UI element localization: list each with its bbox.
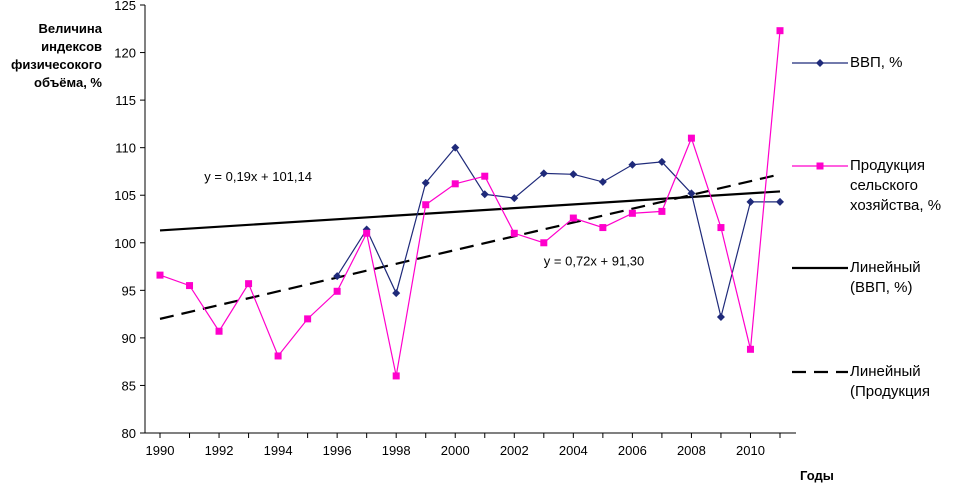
data-point <box>481 172 489 180</box>
data-point <box>628 160 637 169</box>
series-line-1 <box>336 146 780 318</box>
data-point <box>746 197 755 206</box>
data-point <box>156 271 164 279</box>
x-tick-label: 1990 <box>146 443 175 458</box>
data-point <box>658 207 666 215</box>
data-point <box>392 289 401 298</box>
y-axis-title: Величина индексов физичесокого объёма, % <box>2 20 102 92</box>
data-point <box>599 224 607 232</box>
trendline-equation: y = 0,72x + 91,30 <box>544 254 644 269</box>
data-point <box>186 282 194 290</box>
data-point <box>657 157 666 166</box>
data-point <box>687 134 695 142</box>
data-point <box>421 178 430 187</box>
legend-label: (ВВП, %) <box>850 279 912 296</box>
data-point <box>716 312 725 321</box>
x-tick-label: 2002 <box>500 443 529 458</box>
legend-label: хозяйства, % <box>850 197 941 214</box>
x-tick-label: 1994 <box>264 443 293 458</box>
legend-label: Продукция <box>850 157 925 174</box>
y-tick-label: 95 <box>122 283 136 298</box>
trendline-2 <box>159 173 781 320</box>
data-point <box>776 27 784 35</box>
data-point <box>776 197 784 206</box>
data-point <box>717 224 725 232</box>
data-point <box>215 327 223 335</box>
legend-label: Линейный <box>850 363 921 380</box>
y-tick-label: 90 <box>122 331 136 346</box>
legend-marker <box>816 59 824 67</box>
data-point <box>451 143 460 152</box>
data-point <box>392 372 400 380</box>
y-axis-title-line: физичесокого <box>10 57 102 72</box>
data-point <box>510 194 519 203</box>
data-point <box>539 169 548 178</box>
x-tick-label: 2004 <box>559 443 588 458</box>
y-tick-label: 125 <box>114 0 136 13</box>
y-tick-label: 110 <box>115 141 136 156</box>
x-tick-label: 2010 <box>736 443 765 458</box>
x-tick-label: 2008 <box>677 443 706 458</box>
x-tick-label: 2006 <box>618 443 647 458</box>
trendline-equation: y = 0,19x + 101,14 <box>204 169 312 184</box>
data-point <box>245 280 253 288</box>
legend-marker <box>816 162 824 170</box>
data-point <box>480 190 489 199</box>
x-tick-label: 1996 <box>323 443 352 458</box>
x-tick-label: 1998 <box>382 443 411 458</box>
data-point <box>628 209 636 217</box>
x-axis-title: Годы <box>800 468 834 483</box>
y-axis-title-line: Величина <box>38 21 103 36</box>
x-tick-label: 2000 <box>441 443 470 458</box>
data-point <box>598 177 607 186</box>
data-point <box>363 229 371 237</box>
series-line-2 <box>159 30 781 377</box>
data-point <box>274 352 282 360</box>
legend-label: (Продукция <box>850 383 930 400</box>
legend-label: ВВП, % <box>850 54 902 71</box>
x-tick-label: 1992 <box>205 443 234 458</box>
y-axis-title-line: индексов <box>41 39 102 54</box>
data-point <box>569 170 578 179</box>
data-point <box>333 287 341 295</box>
trendline-1 <box>159 190 781 232</box>
y-tick-label: 100 <box>114 236 136 251</box>
data-point <box>510 229 518 237</box>
data-point <box>451 180 459 188</box>
y-axis-title-line: объёма, % <box>34 75 102 90</box>
data-point <box>540 239 548 247</box>
y-tick-label: 115 <box>115 93 136 108</box>
legend-label: Линейный <box>850 259 921 276</box>
data-point <box>304 315 312 323</box>
y-tick-label: 80 <box>122 426 136 441</box>
data-point <box>687 189 696 198</box>
legend-label: сельского <box>850 177 918 194</box>
data-point <box>569 214 577 222</box>
y-tick-label: 105 <box>114 188 136 203</box>
data-point <box>746 345 754 353</box>
data-point <box>422 201 430 209</box>
y-tick-label: 85 <box>122 378 136 393</box>
data-point <box>333 272 342 281</box>
y-tick-label: 120 <box>114 46 136 61</box>
